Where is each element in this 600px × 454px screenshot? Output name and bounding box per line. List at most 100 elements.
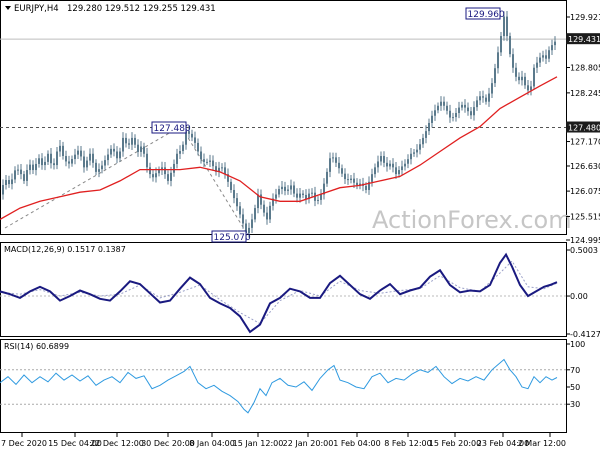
candle xyxy=(410,148,412,165)
candle xyxy=(140,141,142,157)
candle-body xyxy=(143,146,145,154)
candle xyxy=(5,174,7,190)
candle xyxy=(521,70,523,86)
candle xyxy=(269,201,271,224)
candle xyxy=(83,150,85,173)
candle-body xyxy=(443,101,445,106)
candle-body xyxy=(347,179,349,181)
macd-tick-label: 0.00 xyxy=(570,292,588,301)
candle-body xyxy=(83,156,85,168)
candle-body xyxy=(2,184,4,195)
candle-body xyxy=(368,181,370,190)
candle-body xyxy=(140,146,142,152)
candle-body xyxy=(509,36,511,55)
price-tick-label: 124.995 xyxy=(570,236,600,245)
candle-body xyxy=(482,96,484,98)
candle-body xyxy=(248,227,250,233)
candle-body xyxy=(23,174,25,181)
candle-body xyxy=(485,97,487,102)
candle-body xyxy=(311,192,313,194)
candle xyxy=(233,184,235,204)
candle-body xyxy=(449,110,451,118)
candle-body xyxy=(5,180,7,185)
candle-body xyxy=(254,208,256,220)
macd-label: MACD(12,26,9) 0.1517 0.1387 xyxy=(4,245,126,254)
candle-body xyxy=(104,160,106,166)
candle xyxy=(44,156,46,171)
candle xyxy=(17,164,19,175)
price-tick-label: 128.805 xyxy=(570,64,600,73)
candle-body xyxy=(251,219,253,228)
candle xyxy=(428,118,430,136)
candle xyxy=(323,178,325,200)
candle-body xyxy=(158,170,160,174)
candle-body xyxy=(419,144,421,150)
candle-body xyxy=(533,67,535,87)
candle xyxy=(329,152,331,178)
candle-body xyxy=(473,107,475,116)
candle-body xyxy=(398,170,400,175)
candle xyxy=(548,46,550,63)
candle-body xyxy=(365,185,367,190)
candle-body xyxy=(413,152,415,154)
candle xyxy=(8,175,10,188)
candle-body xyxy=(89,153,91,161)
candle-body xyxy=(71,159,73,164)
candle xyxy=(26,164,28,187)
candle xyxy=(545,49,547,64)
rsi-tick-label: 30 xyxy=(570,400,580,409)
candle xyxy=(413,149,415,157)
candle xyxy=(95,159,97,176)
candle xyxy=(251,213,253,233)
price-tick-label: 127.170 xyxy=(570,138,600,147)
time-tick-label: 1 Feb 04:00 xyxy=(333,439,380,448)
candle xyxy=(230,178,232,193)
candle-body xyxy=(416,149,418,153)
candle xyxy=(80,146,82,161)
rsi-tick-label: 100 xyxy=(570,340,585,349)
callout-box xyxy=(151,121,187,134)
candle xyxy=(194,131,196,149)
callout-box xyxy=(465,7,501,20)
candle-body xyxy=(284,186,286,191)
price-marker-label: 129.431 xyxy=(568,35,600,44)
candle xyxy=(287,185,289,195)
trend-line-down xyxy=(181,127,247,233)
candle-body xyxy=(167,174,169,181)
candle-body xyxy=(263,204,265,213)
candle xyxy=(23,170,25,184)
resistance-marker: 127.480 xyxy=(566,121,600,133)
candle xyxy=(146,147,148,173)
candle xyxy=(392,158,394,173)
candle xyxy=(482,90,484,103)
candle-body xyxy=(221,167,223,169)
candle-body xyxy=(176,153,178,164)
candle xyxy=(467,102,469,116)
candle-body xyxy=(506,16,508,37)
candle xyxy=(254,204,256,223)
candle-body xyxy=(530,86,532,91)
candle-body xyxy=(14,170,16,180)
dropdown-arrow-icon[interactable] xyxy=(5,6,11,10)
candle xyxy=(335,152,337,167)
candle xyxy=(530,80,532,96)
candle xyxy=(107,148,109,166)
moving-average-line xyxy=(0,76,558,220)
candle xyxy=(89,148,91,166)
candle-body xyxy=(194,137,196,143)
candle xyxy=(380,151,382,166)
current-price-marker: 129.431 xyxy=(566,33,600,45)
time-tick-label: 22 Jan 20:00 xyxy=(283,439,334,448)
candle-body xyxy=(80,150,82,157)
candle xyxy=(92,148,94,168)
candle-body xyxy=(227,174,229,182)
candle xyxy=(38,154,40,168)
candle xyxy=(131,132,133,150)
candle xyxy=(71,155,73,167)
candle-body xyxy=(182,144,184,152)
candle-body xyxy=(191,133,193,138)
candle-body xyxy=(470,111,472,116)
price-panel-frame xyxy=(0,0,567,235)
candle xyxy=(101,160,103,174)
candle-body xyxy=(164,167,166,175)
